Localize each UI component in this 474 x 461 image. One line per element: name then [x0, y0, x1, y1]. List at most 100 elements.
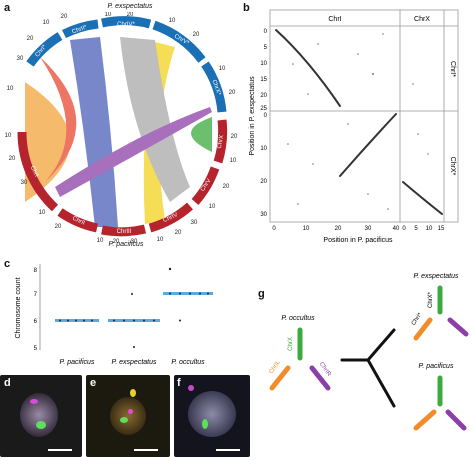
tick-a-11: 20 — [229, 90, 236, 96]
xtick-40: 40 — [393, 226, 400, 232]
chord-blue — [70, 37, 118, 227]
xtick-20: 20 — [335, 226, 342, 232]
ytick-bot-30: 30 — [260, 212, 267, 218]
exspectatus-chrI-bar-a — [413, 317, 433, 341]
dotplot-frame — [269, 9, 459, 223]
micrograph-e — [86, 375, 170, 457]
count-ytick-7: 7 — [34, 292, 38, 298]
xtick-10: 10 — [303, 226, 310, 232]
band-chrI-star — [26, 32, 63, 67]
panel-g-letter: g — [258, 288, 265, 300]
micro-f-scalebar — [216, 449, 240, 451]
dotplot-ylabel: Position in P. exspectatus — [249, 76, 256, 156]
band-chrX — [213, 119, 228, 164]
panel-a-bottom-species: P. pacificus — [108, 241, 144, 248]
tick-a-6: 10 — [105, 12, 112, 18]
row-label-chrX-star: ChrX* — [449, 157, 456, 176]
occultus-chrIL-bar — [269, 365, 291, 391]
count-bars — [55, 292, 213, 322]
col-label-chrX: ChrX — [414, 16, 430, 23]
tick-a-18: 20 — [113, 239, 120, 244]
micro-d-magenta — [30, 399, 38, 404]
band-chrI — [17, 131, 59, 212]
micro-e-yellow — [130, 389, 136, 397]
tick-a-24: 20 — [223, 184, 230, 190]
tick-a-26: 20 — [231, 134, 238, 140]
count-ytick-5: 5 — [34, 346, 38, 352]
xtick-0: 0 — [272, 226, 276, 232]
micrograph-f — [174, 375, 250, 457]
band-label-chrX-star: ChrX* — [210, 79, 221, 97]
band-label-chrI: ChrI — [29, 165, 39, 178]
pacificus-chrI-bar-b — [445, 409, 467, 431]
ytick-bot-20: 20 — [260, 179, 267, 185]
micro-e-cell — [110, 397, 146, 435]
micro-d-scalebar — [48, 449, 72, 451]
chord-orange — [25, 82, 70, 202]
chord-purple — [55, 107, 212, 197]
xtick-30: 30 — [365, 226, 372, 232]
exspectatus-chrI-bar-b — [447, 317, 469, 337]
exspectatus-chrX-label: ChrX* — [428, 291, 434, 308]
tick-a-5: 20 — [61, 14, 68, 20]
band-label-chrIV-star: ChrIV* — [117, 22, 135, 28]
circos-chords — [25, 37, 212, 227]
tick-a-17: 10 — [97, 238, 104, 244]
dotplot-xlabel: Position in P. pacificus — [323, 237, 393, 244]
band-chrV-star — [152, 20, 206, 63]
panel-c-letter: c — [4, 258, 11, 270]
chord-grey — [120, 37, 190, 202]
diag-chrI-chrI-star — [275, 29, 341, 107]
band-label-chrIV: ChrIV — [162, 212, 178, 224]
panel-b-letter: b — [243, 2, 250, 14]
band-label-chrX: ChrX — [217, 135, 225, 150]
band-chrII-star — [62, 19, 99, 39]
tick-a-9: 20 — [193, 32, 200, 38]
phylo-tree — [340, 328, 396, 408]
ytick-top-15: 15 — [260, 77, 267, 83]
band-chrIV — [148, 202, 193, 233]
micro-d-cell — [20, 393, 58, 437]
tick-a-16: 20 — [55, 224, 62, 230]
xtick-x0: 0 — [402, 226, 406, 232]
dotplot-noise — [287, 33, 429, 210]
xtick-x5: 5 — [414, 226, 418, 232]
diag-chrX-chrX-star — [402, 181, 443, 215]
tick-a-7: 20 — [127, 12, 134, 18]
tick-a-13: 20 — [9, 156, 16, 162]
exspectatus-label: P. exspectatus — [413, 273, 459, 280]
panel-f-letter: f — [177, 377, 181, 389]
tick-a-20: 10 — [157, 237, 164, 243]
tick-a-23: 10 — [209, 204, 216, 210]
occultus-chrX-label: ChrX — [288, 337, 294, 351]
tick-a-10: 10 — [219, 66, 226, 72]
pacificus-chrI-bar-a — [413, 409, 437, 431]
micro-f-cell — [188, 391, 236, 437]
band-label-chrII: ChrII — [71, 216, 86, 227]
tick-a-1: 10 — [7, 86, 14, 92]
micro-f-magenta — [188, 385, 194, 391]
micrograph-d — [0, 375, 82, 457]
ytick-top-25: 25 — [260, 106, 267, 112]
band-label-chrII-star: ChrII* — [71, 24, 88, 35]
count-cat-occultus: P. occultus — [171, 359, 205, 366]
band-label-chrIII: ChrIII — [117, 229, 132, 235]
micro-f-green — [202, 419, 208, 429]
xtick-x10: 10 — [426, 226, 433, 232]
band-chrIV-star — [101, 16, 152, 29]
tick-a-8: 10 — [169, 18, 176, 24]
occultus-label: P. occultus — [281, 315, 315, 322]
dotplot: ChrI ChrX ChrI* ChrX* 0 5 10 15 20 25 0 … — [249, 9, 459, 244]
count-plot: 8 7 6 5 Chromosome count P. pacificus P.… — [15, 264, 213, 366]
dotplot-scatter — [275, 29, 443, 215]
tick-a-19: 30 — [131, 239, 138, 244]
tick-a-2: 20 — [27, 36, 34, 42]
count-ytick-8: 8 — [34, 268, 38, 274]
ytick-top-10: 10 — [260, 61, 267, 67]
band-chrV — [191, 166, 220, 205]
tick-a-4: 10 — [43, 20, 50, 26]
tick-a-15: 10 — [39, 210, 46, 216]
count-cat-exspectatus: P. exspectatus — [111, 359, 157, 366]
count-cat-pacificus: P. pacificus — [60, 359, 95, 366]
count-dots — [59, 267, 209, 348]
